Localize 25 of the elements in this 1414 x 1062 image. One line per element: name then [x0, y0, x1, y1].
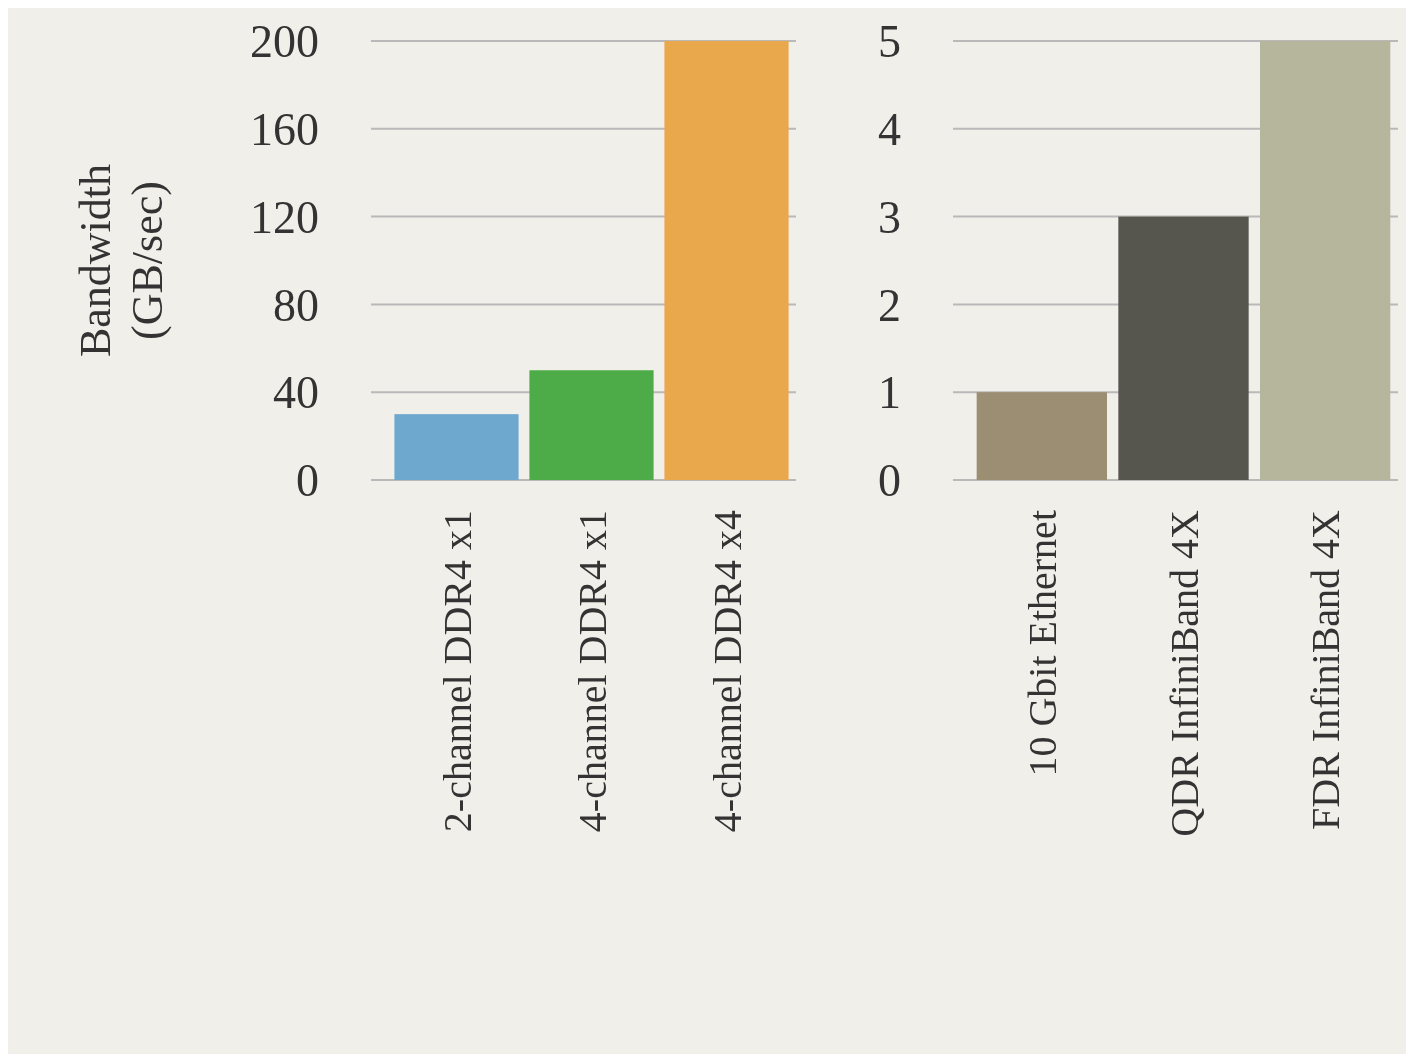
y-tick-label: 40 — [273, 367, 319, 419]
x-tick-label: 4-channel DDR4 x1 — [569, 510, 615, 833]
bar — [394, 414, 519, 480]
y-tick-label: 5 — [878, 16, 901, 68]
bar — [1118, 216, 1249, 480]
x-tick-label: QDR InfiniBand 4X — [1161, 509, 1207, 837]
y-tick-label: 4 — [878, 103, 901, 155]
bar — [529, 370, 654, 480]
x-tick-label: 10 Gbit Ethernet — [1019, 510, 1065, 777]
bar — [664, 41, 789, 480]
y-tick-label: 2 — [878, 279, 901, 331]
x-tick-label: FDR InfiniBand 4X — [1303, 509, 1349, 830]
y-tick-label: 0 — [878, 455, 901, 507]
bar — [1260, 41, 1391, 480]
y-tick-label: 0 — [296, 455, 319, 507]
y-tick-label: 3 — [878, 191, 901, 243]
y-axis-title: Bandwidth (GB/sec) — [71, 163, 172, 358]
y-tick-label: 1 — [878, 367, 901, 419]
y-tick-label: 200 — [250, 16, 319, 68]
y-tick-label: 160 — [250, 103, 319, 155]
bar — [976, 392, 1107, 480]
x-tick-label: 2-channel DDR4 x1 — [434, 510, 480, 833]
y-tick-label: 80 — [273, 279, 319, 331]
y-tick-label: 120 — [250, 191, 319, 243]
x-tick-label: 4-channel DDR4 x4 — [704, 510, 750, 833]
